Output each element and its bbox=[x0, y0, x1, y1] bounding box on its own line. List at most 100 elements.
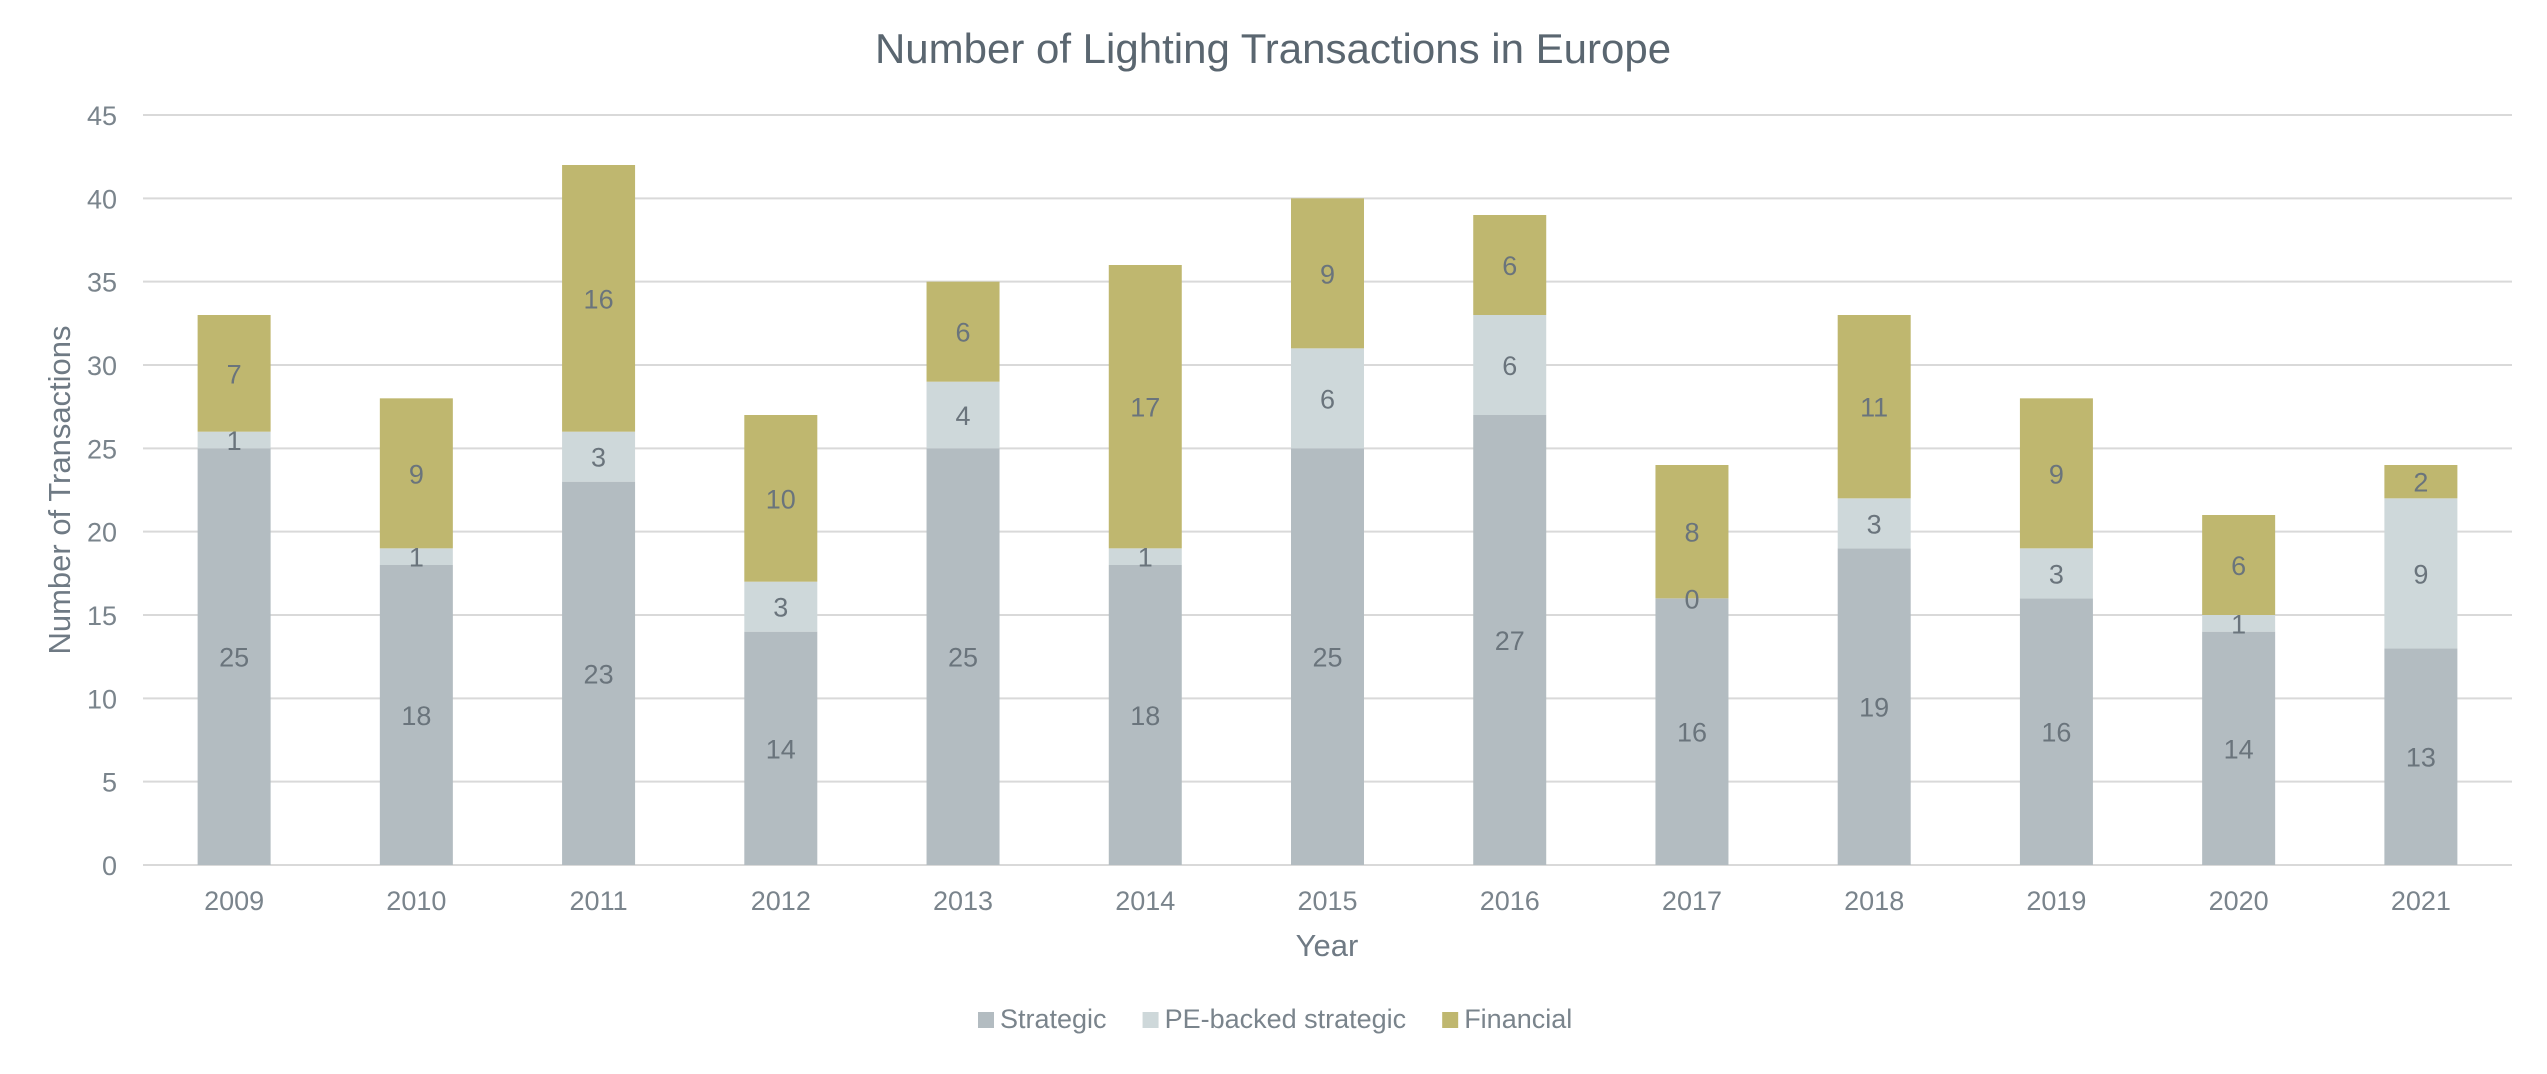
bar-segment-financial-2010 bbox=[379, 398, 453, 549]
bar-segment-pe-backed-strategic-2016 bbox=[1473, 315, 1547, 415]
bar-segment-pe-backed-strategic-2021 bbox=[2384, 498, 2458, 649]
legend-swatch bbox=[1442, 1012, 1459, 1028]
legend-label: Strategic bbox=[1000, 1004, 1107, 1034]
chart-title: Number of Lighting Transactions in Europ… bbox=[875, 25, 1671, 72]
data-label: 25 bbox=[1312, 643, 1342, 673]
bar-segment-financial-2020 bbox=[2202, 515, 2276, 615]
y-tick-label: 0 bbox=[102, 851, 117, 881]
y-tick-label: 5 bbox=[102, 768, 117, 798]
x-tick-label: 2014 bbox=[1115, 886, 1175, 916]
bar-segment-strategic-2019 bbox=[2019, 598, 2093, 865]
data-label: 2 bbox=[2413, 468, 2428, 498]
bar-segment-strategic-2013 bbox=[926, 448, 1000, 865]
x-tick-label: 2009 bbox=[204, 886, 264, 916]
data-label: 6 bbox=[1502, 251, 1517, 281]
bar-segment-pe-backed-strategic-2011 bbox=[562, 431, 636, 482]
bar-segment-pe-backed-strategic-2014 bbox=[1108, 548, 1182, 565]
data-label: 18 bbox=[1130, 701, 1160, 731]
bar-segment-pe-backed-strategic-2009 bbox=[197, 431, 271, 449]
bar-segment-financial-2015 bbox=[1291, 198, 1364, 349]
data-labels: 2517181923316143102546181172569276616081… bbox=[219, 251, 2436, 773]
bar-segment-strategic-2012 bbox=[744, 631, 818, 865]
y-tick-label: 20 bbox=[87, 518, 117, 548]
y-tick-label: 25 bbox=[87, 434, 117, 464]
data-label: 16 bbox=[2041, 718, 2071, 748]
data-label: 11 bbox=[1860, 393, 1888, 423]
bar-segment-strategic-2009 bbox=[197, 448, 271, 865]
bars bbox=[197, 165, 2458, 865]
data-label: 1 bbox=[409, 543, 424, 573]
x-tick-label: 2018 bbox=[1844, 886, 1904, 916]
data-label: 9 bbox=[2049, 459, 2064, 489]
legend: Strategic PE-backed strategic Financial bbox=[978, 1004, 1572, 1034]
bar-segment-financial-2021 bbox=[2384, 465, 2458, 499]
data-label: 1 bbox=[2231, 609, 2246, 639]
bar-segment-strategic-2016 bbox=[1473, 415, 1547, 865]
x-tick-label: 2017 bbox=[1662, 886, 1722, 916]
data-label: 14 bbox=[2224, 734, 2254, 764]
data-label: 3 bbox=[773, 593, 788, 623]
data-label: 16 bbox=[584, 284, 614, 314]
bar-segment-pe-backed-strategic-2019 bbox=[2019, 548, 2093, 599]
data-label: 6 bbox=[2231, 551, 2246, 581]
data-label: 25 bbox=[948, 643, 978, 673]
bar-segment-pe-backed-strategic-2020 bbox=[2202, 615, 2276, 632]
bar-segment-pe-backed-strategic-2013 bbox=[926, 381, 1000, 449]
x-tick-label: 2012 bbox=[751, 886, 811, 916]
bar-segment-financial-2016 bbox=[1473, 215, 1547, 315]
data-label: 9 bbox=[1320, 259, 1335, 289]
data-label: 8 bbox=[1684, 518, 1699, 548]
bar-segment-financial-2011 bbox=[562, 165, 636, 432]
y-tick-label: 30 bbox=[87, 351, 117, 381]
x-axis-label: Year bbox=[1296, 928, 1359, 963]
data-label: 9 bbox=[2413, 559, 2428, 589]
data-label: 19 bbox=[1859, 693, 1889, 723]
bar-segment-strategic-2018 bbox=[1837, 548, 1911, 865]
bar-segment-strategic-2014 bbox=[1108, 565, 1182, 865]
y-axis-label: Number of Transactions bbox=[42, 325, 77, 654]
x-tick-label: 2011 bbox=[570, 886, 628, 916]
data-label: 6 bbox=[1320, 384, 1335, 414]
y-tick-label: 40 bbox=[87, 184, 117, 214]
y-tick-label: 10 bbox=[87, 684, 117, 714]
data-label: 25 bbox=[219, 643, 249, 673]
bar-segment-strategic-2020 bbox=[2202, 631, 2276, 865]
bar-segment-financial-2018 bbox=[1837, 315, 1911, 499]
x-tick-label: 2015 bbox=[1297, 886, 1357, 916]
data-label: 6 bbox=[956, 318, 971, 348]
bar-segment-strategic-2011 bbox=[562, 481, 636, 865]
data-label: 6 bbox=[1502, 351, 1517, 381]
bar-segment-financial-2012 bbox=[744, 415, 818, 582]
y-axis-ticks: 0 5 10 15 20 25 30 35 40 45 bbox=[87, 101, 117, 881]
x-axis-ticks: 2009 2010 2011 2012 2013 2014 2015 2016 2017 2018… bbox=[204, 886, 2451, 916]
data-label: 13 bbox=[2406, 743, 2436, 773]
bar-segment-pe-backed-strategic-2012 bbox=[744, 581, 818, 632]
data-label: 14 bbox=[766, 734, 796, 764]
data-label: 27 bbox=[1495, 626, 1525, 656]
data-label: 9 bbox=[409, 459, 424, 489]
legend-swatch bbox=[1142, 1012, 1159, 1028]
bar-segment-pe-backed-strategic-2010 bbox=[379, 548, 453, 565]
data-label: 1 bbox=[227, 426, 242, 456]
bar-segment-financial-2014 bbox=[1108, 265, 1182, 549]
x-tick-label: 2016 bbox=[1480, 886, 1540, 916]
data-label: 4 bbox=[956, 401, 971, 431]
bar-segment-financial-2017 bbox=[1655, 465, 1729, 599]
x-tick-label: 2019 bbox=[2026, 886, 2086, 916]
data-label: 3 bbox=[2049, 559, 2064, 589]
bar-segment-pe-backed-strategic-2018 bbox=[1837, 498, 1911, 549]
x-tick-label: 2021 bbox=[2391, 886, 2451, 916]
x-tick-label: 2020 bbox=[2209, 886, 2269, 916]
bar-segment-strategic-2015 bbox=[1291, 448, 1364, 865]
bar-segment-strategic-2021 bbox=[2384, 648, 2458, 865]
bar-segment-pe-backed-strategic-2015 bbox=[1291, 348, 1364, 449]
legend-label: PE-backed strategic bbox=[1165, 1004, 1407, 1034]
data-label: 7 bbox=[227, 359, 242, 389]
legend-swatch bbox=[978, 1012, 994, 1028]
bar-segment-financial-2009 bbox=[197, 315, 271, 432]
bar-segment-strategic-2017 bbox=[1655, 598, 1729, 865]
data-label: 16 bbox=[1677, 718, 1707, 748]
data-label: 0 bbox=[1684, 584, 1699, 614]
